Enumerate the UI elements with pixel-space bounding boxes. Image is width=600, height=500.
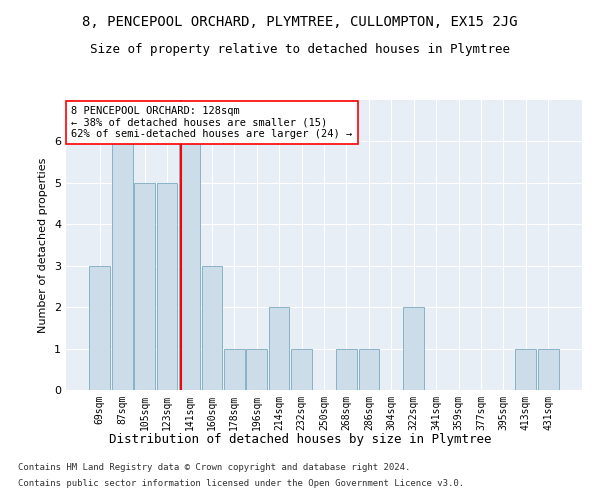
Bar [403,307,424,390]
Bar [247,348,267,390]
Text: Contains HM Land Registry data © Crown copyright and database right 2024.: Contains HM Land Registry data © Crown c… [18,464,410,472]
Bar [89,266,110,390]
Text: Distribution of detached houses by size in Plymtree: Distribution of detached houses by size … [109,432,491,446]
Bar [269,307,289,390]
Y-axis label: Number of detached properties: Number of detached properties [38,158,49,332]
Bar [112,142,133,390]
Bar [157,183,178,390]
Text: Contains public sector information licensed under the Open Government Licence v3: Contains public sector information licen… [18,478,464,488]
Bar [538,348,559,390]
Bar [179,142,200,390]
Text: Size of property relative to detached houses in Plymtree: Size of property relative to detached ho… [90,42,510,56]
Text: 8 PENCEPOOL ORCHARD: 128sqm
← 38% of detached houses are smaller (15)
62% of sem: 8 PENCEPOOL ORCHARD: 128sqm ← 38% of det… [71,106,352,139]
Bar [134,183,155,390]
Bar [359,348,379,390]
Bar [336,348,357,390]
Bar [224,348,245,390]
Bar [202,266,222,390]
Bar [515,348,536,390]
Text: 8, PENCEPOOL ORCHARD, PLYMTREE, CULLOMPTON, EX15 2JG: 8, PENCEPOOL ORCHARD, PLYMTREE, CULLOMPT… [82,15,518,29]
Bar [291,348,312,390]
